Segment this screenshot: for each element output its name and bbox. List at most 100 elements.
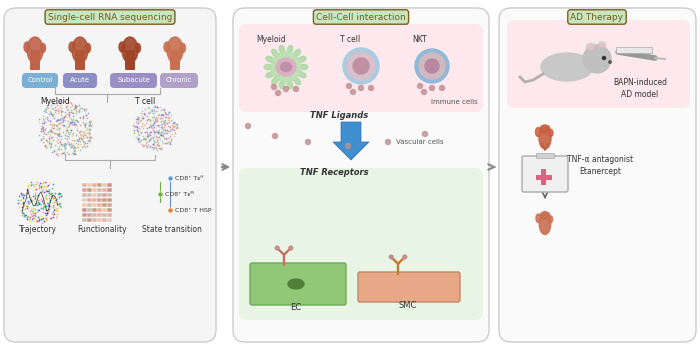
- Point: [19, 206, 30, 212]
- Point: [67, 116, 78, 122]
- Point: [56, 122, 67, 128]
- Point: [27, 181, 38, 187]
- Point: [151, 104, 162, 110]
- Point: [85, 124, 97, 129]
- Point: [38, 113, 49, 119]
- Point: [134, 118, 146, 124]
- Point: [26, 206, 37, 212]
- Bar: [97, 208, 102, 212]
- Bar: [82, 203, 87, 207]
- Point: [46, 122, 57, 128]
- Bar: [616, 47, 652, 53]
- Point: [52, 110, 63, 116]
- Point: [80, 122, 91, 128]
- Bar: [541, 169, 546, 185]
- Point: [36, 120, 48, 125]
- Point: [36, 187, 47, 193]
- Point: [44, 139, 55, 145]
- Point: [53, 133, 64, 139]
- Point: [81, 127, 92, 133]
- Point: [161, 141, 172, 146]
- Point: [41, 204, 52, 209]
- Point: [36, 183, 48, 189]
- Point: [49, 109, 60, 114]
- Point: [157, 112, 168, 117]
- Point: [46, 144, 57, 150]
- Point: [64, 104, 75, 110]
- Point: [58, 122, 69, 128]
- Ellipse shape: [540, 212, 550, 219]
- FancyBboxPatch shape: [507, 20, 690, 108]
- Point: [164, 139, 176, 145]
- Point: [71, 137, 83, 143]
- Point: [34, 201, 45, 206]
- Point: [76, 105, 88, 111]
- Bar: [536, 175, 552, 180]
- Point: [153, 112, 164, 117]
- Point: [62, 111, 73, 117]
- Point: [19, 211, 30, 217]
- FancyBboxPatch shape: [63, 73, 97, 88]
- Point: [41, 137, 52, 143]
- Point: [58, 99, 69, 104]
- Point: [132, 138, 144, 144]
- Point: [142, 110, 153, 115]
- Point: [45, 215, 56, 220]
- Point: [139, 112, 150, 117]
- Point: [25, 197, 36, 202]
- Point: [71, 108, 82, 114]
- Point: [144, 124, 155, 130]
- Point: [79, 144, 90, 150]
- Point: [139, 122, 150, 127]
- Point: [146, 129, 157, 135]
- Point: [49, 122, 60, 128]
- Point: [52, 146, 63, 151]
- Point: [41, 216, 52, 221]
- Circle shape: [275, 246, 279, 250]
- Text: State transition: State transition: [142, 225, 202, 234]
- Text: CD8⁺ Tᴇᶠᶠ: CD8⁺ Tᴇᶠᶠ: [175, 175, 204, 181]
- Point: [26, 182, 37, 188]
- Point: [41, 114, 52, 120]
- Circle shape: [271, 52, 301, 82]
- Point: [151, 147, 162, 153]
- Point: [164, 141, 176, 147]
- Point: [130, 134, 141, 139]
- Point: [164, 134, 176, 139]
- Ellipse shape: [541, 53, 593, 81]
- Point: [15, 191, 26, 196]
- Point: [146, 108, 158, 114]
- Point: [65, 120, 76, 125]
- Point: [147, 136, 158, 142]
- Point: [52, 208, 63, 213]
- Point: [48, 111, 60, 117]
- Circle shape: [419, 53, 445, 79]
- Point: [146, 124, 157, 129]
- Point: [43, 186, 55, 192]
- Point: [34, 201, 45, 206]
- Circle shape: [609, 61, 611, 63]
- Point: [164, 207, 176, 213]
- Circle shape: [440, 85, 444, 91]
- Bar: [87, 182, 92, 187]
- Point: [152, 116, 163, 122]
- Point: [55, 107, 66, 113]
- Point: [53, 194, 64, 199]
- Point: [53, 146, 64, 152]
- Point: [57, 116, 68, 121]
- Point: [155, 116, 166, 121]
- Point: [69, 103, 80, 109]
- Point: [33, 214, 44, 219]
- Point: [80, 112, 92, 118]
- Point: [18, 201, 29, 206]
- Point: [71, 144, 83, 150]
- Point: [63, 141, 74, 147]
- Point: [140, 136, 151, 141]
- Point: [132, 120, 144, 126]
- Point: [54, 200, 65, 205]
- Point: [158, 133, 169, 139]
- Point: [64, 120, 76, 125]
- Point: [78, 141, 90, 146]
- Point: [132, 128, 144, 133]
- Point: [146, 106, 158, 111]
